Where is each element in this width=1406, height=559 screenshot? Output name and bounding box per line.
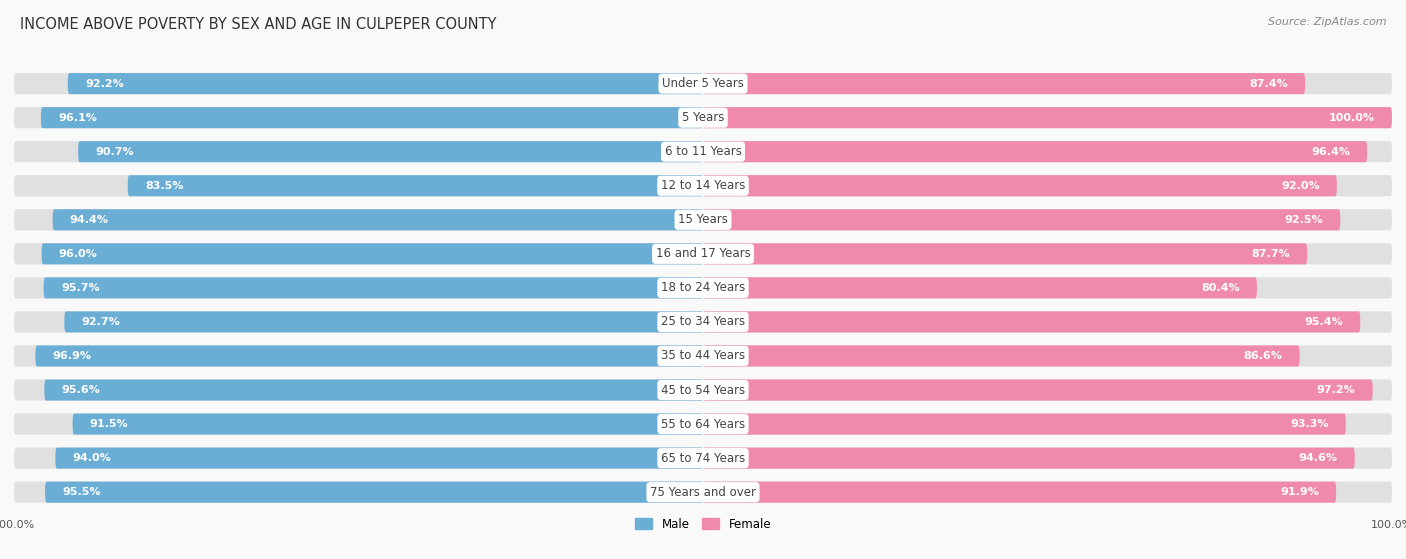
FancyBboxPatch shape [73, 414, 703, 434]
Text: 45 to 54 Years: 45 to 54 Years [661, 383, 745, 396]
Text: 86.6%: 86.6% [1243, 351, 1282, 361]
Text: 25 to 34 Years: 25 to 34 Years [661, 315, 745, 329]
FancyBboxPatch shape [14, 73, 1392, 94]
FancyBboxPatch shape [703, 175, 1337, 196]
Legend: Male, Female: Male, Female [630, 513, 776, 536]
Text: 35 to 44 Years: 35 to 44 Years [661, 349, 745, 362]
FancyBboxPatch shape [703, 448, 1355, 468]
Text: 80.4%: 80.4% [1201, 283, 1240, 293]
Text: 87.4%: 87.4% [1249, 79, 1288, 89]
FancyBboxPatch shape [14, 380, 1392, 401]
Text: 95.4%: 95.4% [1305, 317, 1343, 327]
Text: Under 5 Years: Under 5 Years [662, 77, 744, 90]
FancyBboxPatch shape [703, 345, 1299, 367]
FancyBboxPatch shape [14, 209, 1392, 230]
FancyBboxPatch shape [703, 311, 1360, 333]
FancyBboxPatch shape [14, 107, 1392, 128]
FancyBboxPatch shape [42, 243, 703, 264]
FancyBboxPatch shape [14, 482, 1392, 503]
FancyBboxPatch shape [703, 482, 1336, 503]
FancyBboxPatch shape [14, 277, 1392, 299]
FancyBboxPatch shape [703, 243, 1308, 264]
FancyBboxPatch shape [703, 141, 1367, 162]
FancyBboxPatch shape [703, 73, 1305, 94]
FancyBboxPatch shape [45, 380, 703, 401]
Text: 90.7%: 90.7% [96, 146, 134, 157]
FancyBboxPatch shape [14, 414, 1392, 434]
Text: 96.0%: 96.0% [59, 249, 97, 259]
FancyBboxPatch shape [35, 345, 703, 367]
FancyBboxPatch shape [65, 311, 703, 333]
Text: INCOME ABOVE POVERTY BY SEX AND AGE IN CULPEPER COUNTY: INCOME ABOVE POVERTY BY SEX AND AGE IN C… [20, 17, 496, 32]
FancyBboxPatch shape [14, 243, 1392, 264]
Text: 87.7%: 87.7% [1251, 249, 1289, 259]
FancyBboxPatch shape [703, 380, 1372, 401]
FancyBboxPatch shape [703, 414, 1346, 434]
Text: 96.1%: 96.1% [58, 113, 97, 122]
FancyBboxPatch shape [14, 311, 1392, 333]
Text: 92.2%: 92.2% [84, 79, 124, 89]
Text: 15 Years: 15 Years [678, 214, 728, 226]
FancyBboxPatch shape [14, 345, 1392, 367]
Text: 93.3%: 93.3% [1291, 419, 1329, 429]
FancyBboxPatch shape [14, 141, 1392, 162]
Text: Source: ZipAtlas.com: Source: ZipAtlas.com [1268, 17, 1386, 27]
Text: 92.0%: 92.0% [1281, 181, 1320, 191]
Text: 94.6%: 94.6% [1299, 453, 1337, 463]
FancyBboxPatch shape [44, 277, 703, 299]
Text: 65 to 74 Years: 65 to 74 Years [661, 452, 745, 465]
Text: 92.5%: 92.5% [1285, 215, 1323, 225]
Text: 92.7%: 92.7% [82, 317, 121, 327]
Text: 16 and 17 Years: 16 and 17 Years [655, 247, 751, 260]
Text: 91.9%: 91.9% [1279, 487, 1319, 497]
Text: 100.0%: 100.0% [1329, 113, 1375, 122]
Text: 96.9%: 96.9% [52, 351, 91, 361]
FancyBboxPatch shape [128, 175, 703, 196]
FancyBboxPatch shape [55, 448, 703, 468]
Text: 94.0%: 94.0% [73, 453, 111, 463]
Text: 6 to 11 Years: 6 to 11 Years [665, 145, 741, 158]
FancyBboxPatch shape [79, 141, 703, 162]
FancyBboxPatch shape [45, 482, 703, 503]
FancyBboxPatch shape [52, 209, 703, 230]
Text: 95.5%: 95.5% [62, 487, 101, 497]
FancyBboxPatch shape [67, 73, 703, 94]
FancyBboxPatch shape [703, 107, 1392, 128]
FancyBboxPatch shape [41, 107, 703, 128]
Text: 95.6%: 95.6% [62, 385, 100, 395]
FancyBboxPatch shape [14, 448, 1392, 468]
Text: 94.4%: 94.4% [70, 215, 108, 225]
Text: 83.5%: 83.5% [145, 181, 183, 191]
Text: 91.5%: 91.5% [90, 419, 128, 429]
Text: 5 Years: 5 Years [682, 111, 724, 124]
Text: 18 to 24 Years: 18 to 24 Years [661, 281, 745, 295]
FancyBboxPatch shape [703, 277, 1257, 299]
Text: 75 Years and over: 75 Years and over [650, 486, 756, 499]
Text: 12 to 14 Years: 12 to 14 Years [661, 179, 745, 192]
FancyBboxPatch shape [14, 175, 1392, 196]
Text: 96.4%: 96.4% [1310, 146, 1350, 157]
Text: 95.7%: 95.7% [60, 283, 100, 293]
Text: 55 to 64 Years: 55 to 64 Years [661, 418, 745, 430]
FancyBboxPatch shape [703, 209, 1340, 230]
Text: 97.2%: 97.2% [1316, 385, 1355, 395]
